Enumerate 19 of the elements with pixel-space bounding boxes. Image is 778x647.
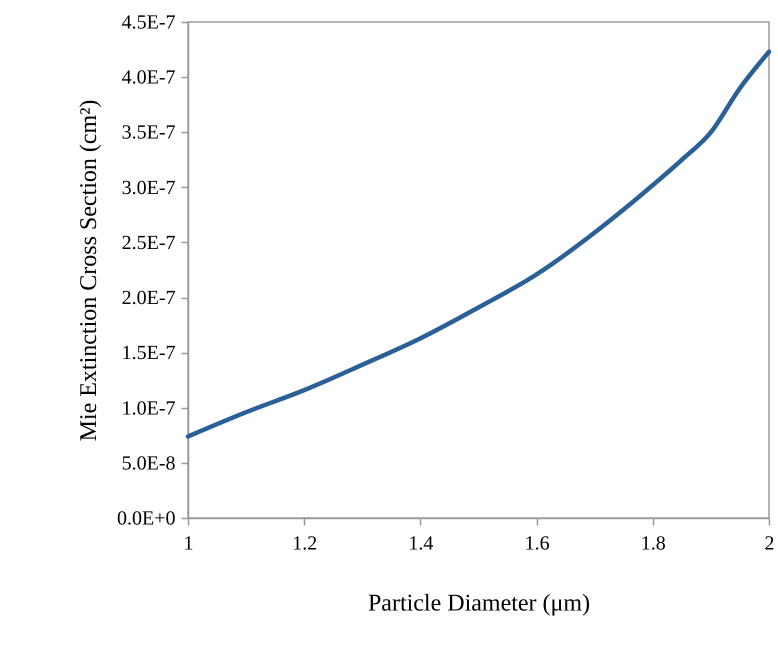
x-axis-title: Particle Diameter (μm) <box>368 590 590 616</box>
line-series <box>186 50 772 439</box>
x-tick-label: 1.8 <box>640 532 666 554</box>
x-tick-label: 1.6 <box>524 532 550 554</box>
y-tick-label: 5.0E-8 <box>122 452 176 474</box>
y-tick-label: 3.0E-7 <box>122 176 176 199</box>
y-tick-label: 1.0E-7 <box>122 397 176 420</box>
y-tick-label: 2.5E-7 <box>122 232 176 254</box>
y-tick-label: 2.0E-7 <box>122 287 176 310</box>
y-tick-label: 0.0E+0 <box>117 508 176 530</box>
x-tick-label: 2 <box>764 532 774 554</box>
x-tick-label: 1.2 <box>292 532 318 554</box>
y-tick-label: 3.5E-7 <box>122 122 176 144</box>
y-axis-title: Mie Extinction Cross Section (cm²) <box>76 100 102 442</box>
y-tick-label: 4.0E-7 <box>122 66 176 89</box>
y-tick-label: 1.5E-7 <box>122 342 176 364</box>
x-tick-label: 1.4 <box>408 532 434 554</box>
y-tick-label: 4.5E-7 <box>122 12 176 34</box>
x-tick-label: 1 <box>184 532 194 554</box>
